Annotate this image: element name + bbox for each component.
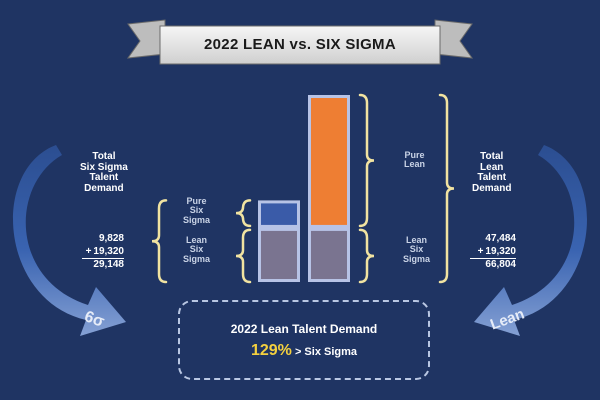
plus-sign: +	[85, 245, 92, 257]
bar-segment-lean-six-sigma-lean	[311, 230, 347, 279]
lean-curved-arrow	[474, 145, 587, 336]
left-lean-six-sigma-label: Lean Six Sigma	[183, 235, 211, 264]
right-total-label: Total Lean Talent Demand	[472, 151, 512, 194]
right-sum: 47,484 +19,320 66,804	[470, 233, 516, 272]
brace-left-lean-six-sigma	[235, 228, 252, 284]
brace-group	[151, 93, 455, 284]
bar-segment-pure-lean-lean	[311, 98, 347, 225]
brace-right-lean-six-sigma	[358, 228, 375, 284]
brace-left-total	[151, 199, 168, 284]
six-sigma-curved-arrow	[13, 145, 126, 336]
callout-suffix: > Six Sigma	[294, 346, 358, 358]
plus-sign: +	[477, 245, 484, 257]
left-total-label: Total Six Sigma Talent Demand	[80, 151, 128, 194]
bar-segment-pure-six-sigma-six-sigma	[261, 203, 297, 225]
callout-comparison: 129% > Six Sigma	[180, 342, 428, 360]
left-sum: 9,828 +19,320 29,148	[82, 233, 124, 272]
brace-right-total	[438, 93, 455, 284]
left-pure-six-sigma-label: Pure Six Sigma	[183, 196, 211, 225]
brace-left-pure-six-sigma	[235, 199, 252, 228]
page-title: 2022 LEAN vs. SIX SIGMA	[204, 36, 396, 53]
title-ribbon	[126, 19, 474, 65]
right-pure-lean-label: Pure Lean	[404, 150, 426, 170]
callout-title: 2022 Lean Talent Demand	[230, 322, 378, 336]
lean-demand-callout: 2022 Lean Talent Demand 129% > Six Sigma	[178, 300, 430, 380]
bar-segment-lean-six-sigma-six-sigma	[261, 230, 297, 279]
brace-right-pure-lean	[358, 93, 375, 228]
callout-percent: 129%	[250, 342, 292, 359]
stacked-bars	[258, 95, 350, 282]
right-lean-six-sigma-label: Lean Six Sigma	[403, 235, 431, 264]
